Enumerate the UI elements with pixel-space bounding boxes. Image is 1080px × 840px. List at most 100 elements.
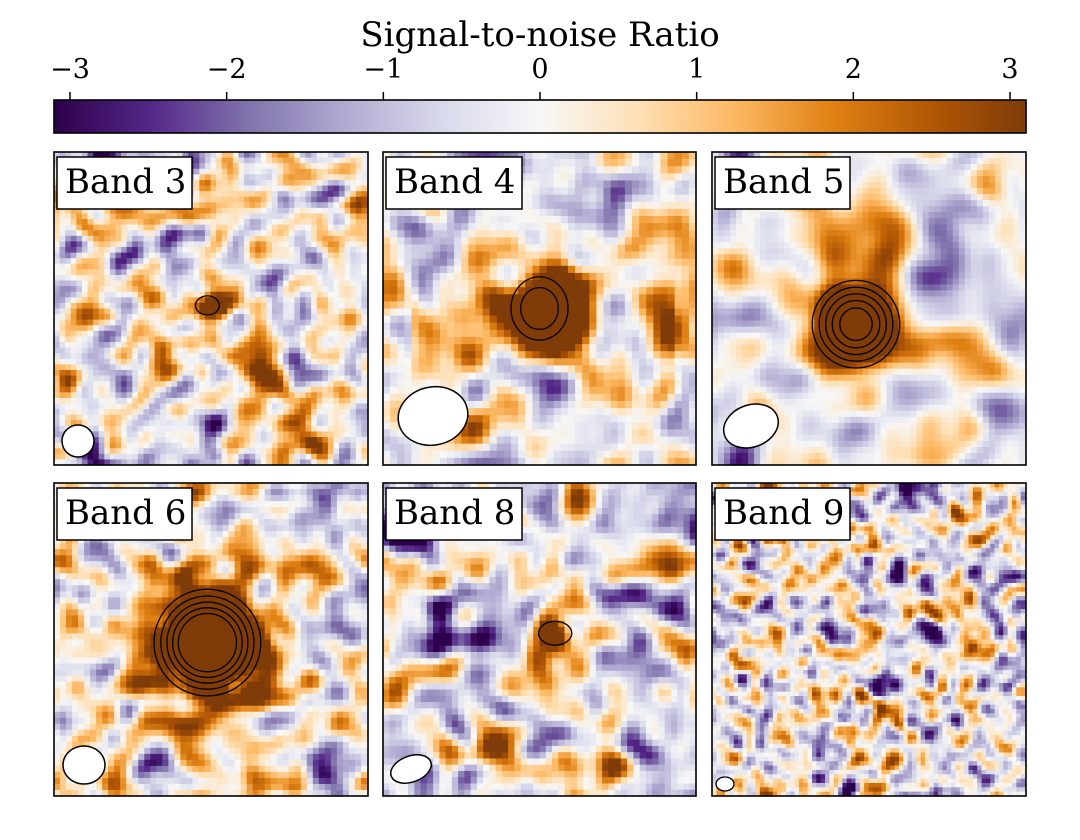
heatmap-cell <box>76 319 83 326</box>
heatmap-cell <box>216 269 223 276</box>
heatmap-cell <box>171 381 178 388</box>
heatmap-cell <box>232 230 240 237</box>
heatmap-cell <box>238 308 245 315</box>
heatmap-cell <box>137 213 145 220</box>
heatmap-cell <box>411 223 420 231</box>
heatmap-cell <box>489 379 498 388</box>
heatmap-cell <box>283 168 290 175</box>
heatmap-cell <box>299 358 307 365</box>
heatmap-cell <box>311 369 318 377</box>
heatmap-cell <box>322 364 329 371</box>
heatmap-cell <box>115 448 122 455</box>
heatmap-cell <box>425 351 434 359</box>
heatmap-cell <box>660 336 669 345</box>
heatmap-cell <box>288 185 295 192</box>
heatmap-cell <box>532 351 541 359</box>
heatmap-cell <box>688 201 697 210</box>
heatmap-cell <box>87 152 94 159</box>
heatmap-cell <box>631 301 640 310</box>
heatmap-cell <box>176 302 184 310</box>
heatmap-cell <box>244 163 251 170</box>
heatmap-cell <box>294 269 301 276</box>
heatmap-cell <box>199 286 206 293</box>
heatmap-cell <box>316 453 323 461</box>
heatmap-cell <box>255 330 262 338</box>
heatmap-cell <box>350 342 357 349</box>
heatmap-cell <box>639 180 647 189</box>
heatmap-cell <box>176 425 184 433</box>
heatmap-cell <box>496 422 505 431</box>
heatmap-cell <box>238 442 245 449</box>
heatmap-cell <box>617 365 626 374</box>
heatmap-cell <box>603 329 612 338</box>
heatmap-cell <box>681 258 690 267</box>
heatmap-cell <box>266 397 273 405</box>
heatmap-cell <box>238 375 245 382</box>
heatmap-cell <box>171 336 178 343</box>
heatmap-cell <box>539 180 548 189</box>
heatmap-cell <box>165 381 172 388</box>
heatmap-cell <box>404 216 413 224</box>
heatmap-cell <box>553 152 562 160</box>
heatmap-cell <box>539 322 548 331</box>
heatmap-cell <box>109 431 117 438</box>
heatmap-cell <box>137 431 145 438</box>
heatmap-cell <box>98 392 105 399</box>
heatmap-cell <box>390 216 398 224</box>
heatmap-cell <box>496 329 505 338</box>
heatmap-cell <box>596 365 605 374</box>
heatmap-cell <box>165 342 172 349</box>
heatmap-cell <box>221 168 228 175</box>
heatmap-cell <box>76 280 83 287</box>
heatmap-cell <box>447 208 455 217</box>
heatmap-cell <box>299 269 307 276</box>
heatmap-cell <box>299 286 307 293</box>
heatmap-cell <box>193 230 200 237</box>
heatmap-cell <box>76 459 83 466</box>
heatmap-cell <box>603 223 612 231</box>
heatmap-cell <box>98 297 105 304</box>
heatmap-cell <box>496 308 505 317</box>
heatmap-cell <box>327 152 335 159</box>
heatmap-cell <box>553 322 562 331</box>
heatmap-cell <box>160 325 167 332</box>
heatmap-cell <box>193 448 200 455</box>
heatmap-cell <box>617 415 626 423</box>
heatmap-cell <box>525 208 533 217</box>
heatmap-cell <box>361 431 368 438</box>
heatmap-cell <box>404 372 413 381</box>
heatmap-cell <box>305 213 312 220</box>
heatmap-cell <box>339 358 346 365</box>
heatmap-cell <box>132 330 139 338</box>
heatmap-cell <box>182 274 189 282</box>
heatmap-cell <box>355 336 363 343</box>
heatmap-cell <box>489 301 498 310</box>
heatmap-cell <box>454 272 462 281</box>
heatmap-cell <box>288 425 295 433</box>
heatmap-cell <box>327 364 335 371</box>
heatmap-cell <box>70 420 77 427</box>
heatmap-cell <box>567 400 576 409</box>
heatmap-cell <box>361 191 368 198</box>
heatmap-cell <box>271 174 279 181</box>
heatmap-cell <box>350 274 357 282</box>
heatmap-cell <box>204 392 212 399</box>
heatmap-cell <box>674 287 683 295</box>
heatmap-cell <box>316 397 323 405</box>
heatmap-cell <box>216 353 223 360</box>
heatmap-cell <box>589 422 598 431</box>
heatmap-cell <box>603 230 612 238</box>
heatmap-cell <box>210 381 217 388</box>
heatmap-cell <box>271 280 279 287</box>
heatmap-cell <box>171 235 178 243</box>
heatmap-cell <box>271 196 279 203</box>
heatmap-cell <box>397 436 405 445</box>
heatmap-cell <box>681 358 690 367</box>
heatmap-cell <box>109 448 117 455</box>
heatmap-cell <box>204 302 212 310</box>
heatmap-cell <box>567 422 576 431</box>
heatmap-cell <box>171 364 178 371</box>
heatmap-cell <box>582 336 590 345</box>
heatmap-cell <box>232 453 240 461</box>
heatmap-cell <box>204 213 212 220</box>
